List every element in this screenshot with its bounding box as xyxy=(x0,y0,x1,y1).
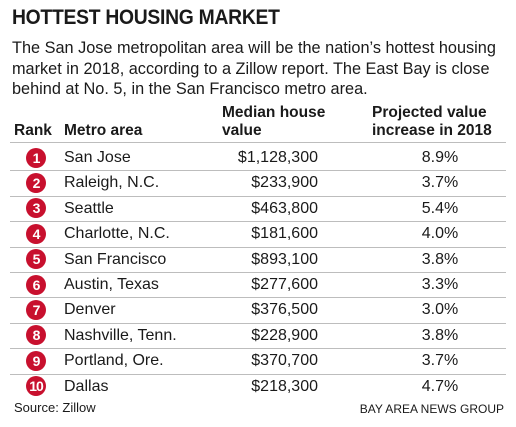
row-rule xyxy=(10,221,506,223)
metro-area: Dallas xyxy=(64,377,109,395)
row-rule xyxy=(10,297,506,299)
column-header: Projected value increase in 2018 xyxy=(372,104,492,139)
column-header: Metro area xyxy=(64,122,143,139)
metro-area: San Francisco xyxy=(64,250,167,268)
median-value: $228,900 xyxy=(251,326,318,344)
rank-badge: 2 xyxy=(26,172,46,193)
column-header: Median house value xyxy=(222,104,326,139)
row-rule xyxy=(10,195,506,197)
projected-increase: 5.4% xyxy=(421,199,459,217)
median-value: $218,300 xyxy=(251,377,318,395)
source: Source: Zillow xyxy=(14,400,96,415)
metro-area: Seattle xyxy=(64,199,114,217)
median-value: $376,500 xyxy=(251,301,318,319)
row-rule xyxy=(10,246,506,248)
header-rule xyxy=(10,142,506,143)
median-value: $233,900 xyxy=(251,174,318,192)
projected-increase: 8.9% xyxy=(421,149,459,166)
rank-badge: 8 xyxy=(26,325,46,346)
rank-badge: 4 xyxy=(26,223,46,244)
projected-increase: 4.0% xyxy=(421,225,459,243)
rank-badge: 3 xyxy=(26,198,46,219)
row-rule xyxy=(10,373,506,375)
row-rule xyxy=(10,170,506,172)
description: The San Jose metropolitan area will be t… xyxy=(12,39,496,98)
projected-increase: 3.7% xyxy=(421,174,459,192)
metro-area: Raleigh, N.C. xyxy=(64,174,160,192)
metro-area: Portland, Ore. xyxy=(64,352,164,370)
rank-badge: 5 xyxy=(26,249,46,270)
title: HOTTEST HOUSING MARKET xyxy=(12,6,280,29)
median-value: $370,700 xyxy=(251,352,318,370)
median-value: $463,800 xyxy=(251,199,318,217)
row-rule xyxy=(10,322,506,324)
median-value: $1,128,300 xyxy=(237,149,318,166)
median-value: $893,100 xyxy=(251,250,318,268)
projected-increase: 3.7% xyxy=(421,352,459,370)
rank-badge: 1 xyxy=(26,147,46,168)
metro-area: Charlotte, N.C. xyxy=(64,225,170,243)
projected-increase: 3.8% xyxy=(421,326,459,344)
rank-badge: 7 xyxy=(26,299,46,320)
rank-badge: 10 xyxy=(26,376,46,397)
rank-badge: 6 xyxy=(26,274,46,295)
projected-increase: 3.0% xyxy=(421,301,459,319)
metro-area: San Jose xyxy=(64,149,131,166)
projected-increase: 3.8% xyxy=(421,250,459,268)
row-rule xyxy=(10,348,506,350)
median-value: $181,600 xyxy=(251,225,318,243)
rank-badge: 9 xyxy=(26,350,46,371)
credit: BAY AREA NEWS GROUP xyxy=(359,402,504,416)
row-rule xyxy=(10,272,506,273)
metro-area: Nashville, Tenn. xyxy=(64,326,177,344)
metro-area: Austin, Texas xyxy=(64,276,159,293)
median-value: $277,600 xyxy=(251,276,318,293)
projected-increase: 4.7% xyxy=(421,377,459,395)
column-header: Rank xyxy=(14,122,52,139)
metro-area: Denver xyxy=(64,301,116,319)
projected-increase: 3.3% xyxy=(421,276,459,293)
